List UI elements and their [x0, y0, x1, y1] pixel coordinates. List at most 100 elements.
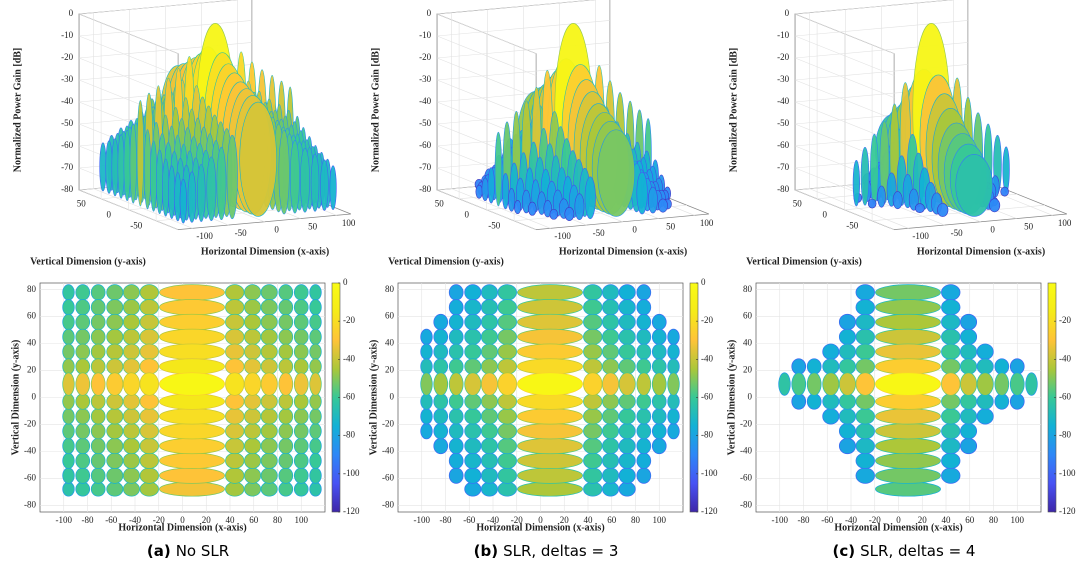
lobe [139, 452, 159, 469]
lobe [139, 437, 159, 455]
lobe [941, 299, 961, 316]
x-tick-label: 20 [560, 515, 570, 525]
lobe [464, 343, 482, 360]
lobe [106, 328, 124, 346]
lobe [618, 299, 636, 316]
lobe [179, 178, 187, 224]
lobe [143, 129, 152, 210]
lobe [514, 200, 522, 215]
y-tick-label: 50 [435, 198, 445, 208]
lobe [651, 393, 667, 410]
lobe [618, 423, 636, 440]
lobe [448, 372, 464, 396]
lobe [480, 437, 498, 455]
caption: (a) No SLR [147, 542, 229, 560]
lobe [838, 313, 856, 331]
lobe [225, 437, 245, 455]
lobe [667, 393, 680, 410]
lobe [159, 393, 225, 410]
lobe [225, 343, 245, 360]
lobe [583, 372, 603, 396]
lobe [480, 467, 498, 484]
lobe [976, 358, 994, 375]
x-tick-label: 80 [631, 515, 641, 525]
lobe [618, 481, 636, 497]
lobe [941, 393, 961, 410]
lobe [244, 393, 262, 410]
lobe [90, 393, 106, 410]
lobe [278, 393, 294, 410]
lobe [75, 372, 91, 396]
caption: (b) SLR, deltas = 3 [474, 542, 619, 560]
lobe [618, 313, 636, 331]
lobe [501, 172, 510, 210]
lobe [875, 408, 941, 425]
lobe [420, 358, 433, 375]
lobe [62, 452, 75, 469]
lobe [278, 313, 294, 331]
lobe [976, 343, 994, 360]
y-tick-label: 0 [748, 392, 753, 402]
y-tick-label: -50 [846, 220, 858, 230]
lobe [75, 358, 91, 375]
y-tick-label: 50 [77, 198, 87, 208]
lobe [822, 343, 840, 360]
lobe [139, 284, 159, 301]
lobe [517, 299, 583, 316]
x-tick-label: 100 [342, 218, 356, 228]
x-tick-label: 0 [990, 225, 995, 235]
colorbar-tick-label: -80 [701, 430, 713, 440]
lobe [225, 358, 245, 375]
lobe [244, 467, 262, 484]
lobe [497, 343, 517, 360]
lobe [602, 437, 620, 455]
y-axis-label: Vertical Dimension (y-axis) [388, 256, 504, 267]
lobe [300, 148, 310, 213]
lobe [875, 437, 941, 455]
lobe [994, 393, 1010, 410]
lobe [159, 423, 225, 440]
lobe [791, 358, 807, 375]
lobe [225, 313, 245, 331]
lobe [244, 437, 262, 455]
lobe [517, 343, 583, 360]
lobe [497, 437, 517, 455]
grid-line [513, 44, 687, 222]
lobe [852, 159, 860, 207]
lobe [480, 393, 498, 410]
x-tick-label: -100 [196, 231, 213, 241]
lobe [806, 372, 822, 396]
lobe [75, 467, 91, 484]
lobe [156, 149, 164, 215]
z-tick-label: 0 [785, 8, 790, 18]
lobe [448, 393, 464, 410]
x-tick-label: 80 [273, 515, 283, 525]
lobe [139, 328, 159, 346]
z-tick-label: -60 [777, 140, 789, 150]
lobe [159, 452, 225, 469]
x-tick-label: 0 [896, 515, 901, 525]
lobe [216, 146, 227, 221]
lobe [122, 284, 140, 301]
x-axis-label: Horizontal Dimension (x-axis) [476, 522, 604, 533]
lobe [636, 343, 652, 360]
colorbar-tick-label: -60 [1059, 392, 1071, 402]
caption-text: SLR, deltas = 3 [503, 542, 618, 560]
y-tick-label: -40 [740, 445, 752, 455]
lobe [838, 328, 856, 346]
lobe [855, 393, 875, 410]
lobe [278, 372, 294, 396]
y-tick-label: -20 [740, 419, 752, 429]
lobe [244, 284, 262, 301]
lobe [583, 393, 603, 410]
lobe [602, 284, 620, 301]
lobe [517, 452, 583, 469]
lobe [123, 130, 131, 202]
x-tick-label: 40 [584, 515, 594, 525]
grid-line [78, 42, 252, 98]
lobe [244, 358, 262, 375]
lobe [159, 299, 225, 316]
lobe [129, 123, 137, 204]
grid-line [809, 12, 909, 229]
lobe [507, 188, 516, 212]
